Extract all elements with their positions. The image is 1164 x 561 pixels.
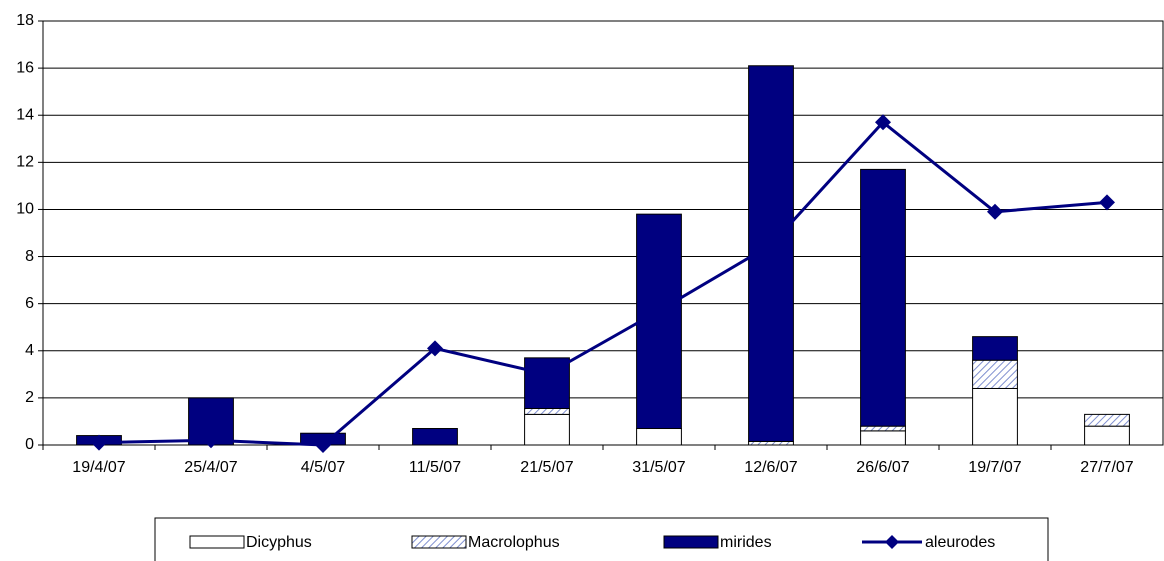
y-tick-label: 18: [16, 12, 34, 29]
x-tick-label: 19/4/07: [72, 459, 125, 476]
legend-swatch: [189, 535, 245, 549]
x-tick-label: 12/6/07: [744, 459, 797, 476]
x-tick-label: 19/7/07: [968, 459, 1021, 476]
legend-box: [154, 517, 1049, 561]
y-tick-label: 4: [25, 342, 34, 359]
line-marker: [315, 437, 331, 453]
bar-segment: [524, 407, 570, 415]
line-marker: [427, 340, 443, 357]
bar-segment: [860, 168, 906, 427]
bar-segment: [524, 413, 570, 446]
x-tick-label: 25/4/07: [184, 459, 237, 476]
legend-label: aleurodes: [925, 534, 995, 551]
legend-marker: [885, 535, 899, 549]
legend-swatch: [411, 535, 467, 549]
bar-segment: [412, 428, 458, 446]
y-tick-label: 10: [16, 201, 34, 218]
legend-label: mirides: [720, 534, 772, 551]
y-tick-label: 12: [16, 154, 34, 171]
y-tick-label: 8: [25, 248, 34, 265]
line-marker: [1099, 194, 1115, 211]
line: [98, 120, 1108, 447]
bar-segment: [972, 359, 1018, 389]
legend-label: Macrolophus: [468, 534, 560, 551]
line-marker: [875, 114, 891, 131]
y-tick-label: 14: [16, 106, 34, 123]
x-tick-label: 27/7/07: [1080, 459, 1133, 476]
x-tick-label: 4/5/07: [301, 459, 346, 476]
bar-segment: [748, 440, 794, 446]
y-tick-label: 6: [25, 295, 34, 312]
bar-segment: [636, 428, 682, 446]
line-marker: [91, 434, 107, 451]
x-tick-label: 11/5/07: [409, 459, 461, 476]
line-marker: [539, 366, 555, 383]
legend-label: Dicyphus: [246, 534, 312, 551]
y-tick-label: 2: [25, 389, 34, 406]
line-marker: [987, 203, 1003, 220]
legend-swatch: [663, 535, 719, 549]
bar-segment: [860, 430, 906, 446]
x-tick-label: 21/5/07: [520, 459, 573, 476]
bar-segment: [1084, 425, 1130, 446]
bar-segment: [972, 387, 1018, 446]
y-tick-label: 16: [16, 59, 34, 76]
line-marker: [203, 432, 219, 449]
bar-segment: [1084, 413, 1130, 427]
y-tick-label: 0: [25, 436, 34, 453]
bar-segment: [636, 213, 682, 430]
line-marker: [651, 302, 667, 319]
line-marker: [763, 236, 779, 253]
bar-segment: [860, 425, 906, 432]
bar-segment: [972, 336, 1018, 361]
x-tick-label: 26/6/07: [856, 459, 909, 476]
x-tick-label: 31/5/07: [632, 459, 685, 476]
